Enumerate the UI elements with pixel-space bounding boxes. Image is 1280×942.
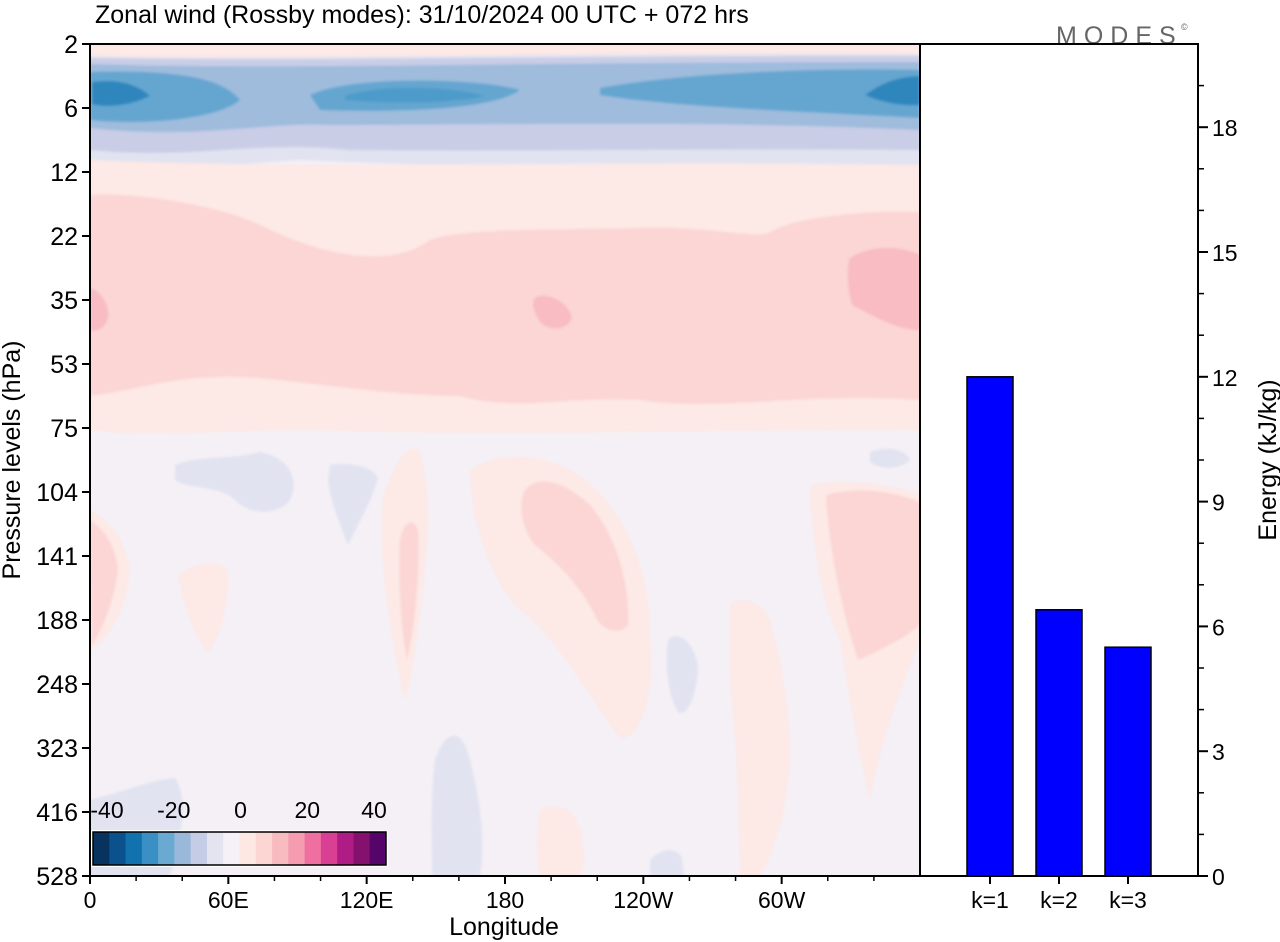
y-tick-label: 35 [50,287,78,315]
colorbar-tick-label: -20 [157,797,190,823]
colorbar-swatch [288,832,306,865]
y-tick-label: 248 [36,671,78,699]
colorbar-tick-label: 0 [234,797,247,823]
colorbar-swatch [239,832,257,865]
positive-patch-6 [470,456,651,739]
y-tick-label: 104 [36,479,78,507]
energy-bar [1104,646,1152,877]
chart-title: Zonal wind (Rossby modes): 31/10/2024 00… [95,1,749,29]
y-axis-label: Pressure levels (hPa) [0,341,26,580]
y-tick-label: 188 [36,607,78,635]
positive-band-weak [90,194,920,404]
colorbar-swatch [206,832,224,865]
y-right-tick-label: 6 [1212,614,1225,640]
energy-bar [966,376,1014,877]
negative-patch-3 [870,448,910,468]
x-bar-tick-label: k=1 [971,887,1009,913]
negative-max-east [865,76,920,106]
y-right-tick-label: 9 [1212,490,1225,516]
positive-patch-2 [90,520,118,645]
x-bar-tick-label: k=3 [1109,887,1147,913]
y-tick-label: 22 [50,223,78,251]
y-tick-label: 416 [36,799,78,827]
colorbar-swatch [272,832,289,865]
y-tick-label: 53 [50,351,78,379]
colorbar-swatch [304,832,322,865]
colorbar-tick-label: 20 [294,797,320,823]
negative-patch-2 [328,463,378,545]
energy-bars [966,376,1152,877]
x-tick-label: 120W [613,887,673,913]
x-axis-label: Longitude [449,913,559,941]
negative-patch-1 [175,452,294,512]
x-bar-tick-label: k=2 [1040,887,1078,913]
y-tick-label: 323 [36,735,78,763]
positive-patch-5 [399,522,419,660]
colorbar-swatch [337,832,354,865]
negative-patch-5 [431,735,483,876]
x-tick-label: 0 [84,887,97,913]
y-tick-label: 12 [50,159,78,187]
positive-patch-3 [178,563,229,652]
colorbar-border [92,831,387,866]
positive-patch-11 [537,806,584,876]
x-tick-label: 120E [340,887,394,913]
negative-patch-7 [650,850,684,876]
zonal-wind-field [90,44,920,876]
energy-bar [1035,609,1083,877]
negative-core-east [600,69,920,118]
negative-max-central [345,87,485,103]
colorbar-swatch [109,832,127,865]
colorbar-labels: -40 -20 0 20 40 [90,797,386,823]
x-tick-label: 180 [486,887,524,913]
positive-patch-8 [730,600,790,876]
x-axis-wavenumber: k=1 k=2 k=3 [971,876,1147,913]
y-tick-label: 2 [64,31,78,59]
colorbar-swatch [125,832,143,865]
positive-core-central [533,295,572,329]
positive-patch-10 [826,490,920,660]
colorbar-swatch [320,832,338,865]
y-tick-label: 528 [36,863,78,891]
colorbar-swatch [174,832,192,865]
y-right-tick-label: 0 [1212,864,1225,890]
colorbar-swatch [93,832,110,865]
y-tick-label: 75 [50,415,78,443]
negative-patch-4 [666,636,698,714]
colorbar-tick-label: 40 [361,797,387,823]
colorbar-tick-label: -40 [90,797,123,823]
colorbar-swatch [353,832,371,865]
x-tick-label: 60E [208,887,249,913]
colorbar-swatch [223,832,240,865]
y-right-tick-label: 18 [1212,115,1238,141]
y-axis-pressure: 2 6 12 22 35 53 75 104 141 188 248 323 416 528 [36,31,90,891]
y-tick-label: 6 [64,95,78,123]
positive-core-west [90,288,109,331]
colorbar [91,830,388,867]
colorbar-swatch [190,832,208,865]
x-axis-longitude: 0 60E 120E 180 120W 60W [84,876,875,913]
colorbar-swatch [141,832,159,865]
y-axis-energy: 0 3 6 9 12 15 18 [1198,84,1238,890]
negative-max-west [92,80,150,106]
positive-core-east [847,247,920,330]
y-tick-label: 141 [36,543,78,571]
colorbar-swatch [255,832,273,865]
y-right-tick-label: 12 [1212,365,1238,391]
y-right-tick-label: 3 [1212,739,1225,765]
y-right-tick-label: 15 [1212,240,1238,266]
x-tick-label: 60W [758,887,806,913]
colorbar-swatch [158,832,175,865]
colorbar-swatch [369,832,387,865]
positive-patch-7 [521,481,629,631]
logo-registered-mark: © [1181,22,1188,32]
y-axis-right-label: Energy (kJ/kg) [1254,379,1280,540]
